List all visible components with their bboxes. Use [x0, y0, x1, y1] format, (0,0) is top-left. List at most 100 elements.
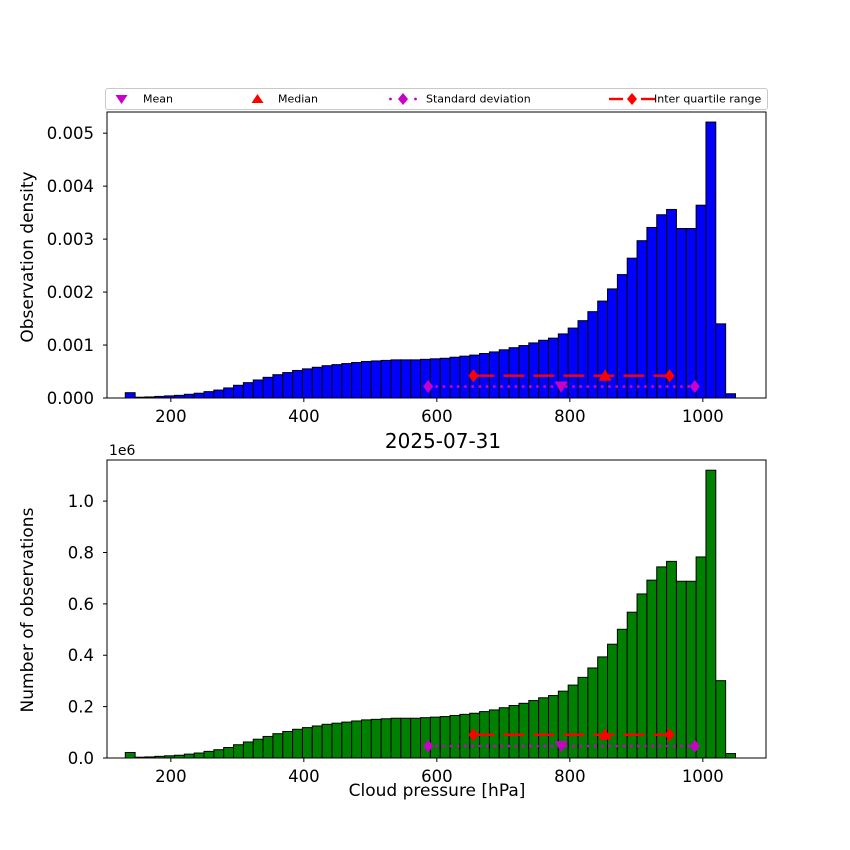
std-dot-left — [389, 97, 392, 101]
legend-label-inter-quartile-range: Inter quartile range — [654, 92, 762, 106]
histogram-bar — [439, 357, 451, 399]
legend-label-standard-deviation: Standard deviation — [426, 92, 531, 106]
histogram-bar — [124, 392, 136, 399]
std-high-diamond-marker — [689, 380, 700, 394]
histogram-bar — [459, 355, 471, 399]
std-diamond-shape — [398, 93, 408, 105]
histogram-bar — [715, 323, 727, 399]
median-marker — [598, 369, 612, 381]
histogram-bar — [301, 368, 313, 399]
histogram-bar — [360, 719, 372, 759]
iqr-high-diamond-marker — [664, 728, 675, 742]
histogram-bar — [685, 580, 697, 759]
y-tick-label: 0.005 — [47, 124, 94, 143]
iqr-diamond-dashed-icon — [609, 93, 655, 105]
x-tick-label: 400 — [288, 767, 320, 786]
legend: Mean Median Standard deviation Inter qua… — [105, 88, 768, 110]
y-tick-label: 0.0 — [68, 749, 94, 768]
histogram-bar — [360, 360, 372, 399]
histogram-bar — [646, 579, 658, 759]
histogram-bar — [725, 393, 736, 399]
histogram-bar — [626, 257, 638, 399]
histogram-bar — [351, 362, 362, 399]
histogram-bar — [124, 751, 136, 759]
histogram-bar — [459, 713, 471, 759]
histogram-bar — [705, 121, 717, 399]
histogram-bar — [725, 753, 736, 759]
chart-title: 2025-07-31 — [384, 429, 502, 453]
histogram-bar — [666, 208, 677, 399]
histogram-bar — [547, 695, 559, 759]
histogram-bar — [213, 389, 225, 399]
mean-triangle-down-icon — [115, 95, 128, 104]
mean-marker — [554, 741, 568, 753]
histogram-bar — [607, 288, 618, 399]
x-tick-label: 600 — [421, 767, 453, 786]
std-low-diamond-marker — [423, 739, 434, 753]
histogram-bar — [311, 725, 323, 759]
x-tick-label: 200 — [155, 767, 187, 786]
legend-label-median: Median — [278, 92, 319, 106]
histogram-bar — [439, 716, 451, 759]
histogram-bar — [400, 717, 412, 759]
histogram-bar — [341, 721, 353, 759]
histogram-bar — [380, 359, 392, 399]
histogram-bar — [370, 360, 382, 399]
histogram-bar — [695, 556, 707, 759]
y-axis-offset-label: 1e6 — [109, 443, 136, 459]
histogram-bar — [370, 718, 382, 759]
x-tick-label: 200 — [155, 407, 187, 426]
histogram-bar — [183, 393, 195, 399]
histogram-bar — [351, 720, 362, 759]
histogram-bar — [380, 718, 392, 759]
x-tick-label: 600 — [421, 407, 453, 426]
y-tick-label: 0.4 — [68, 646, 94, 665]
y-tick-label: 0.002 — [47, 283, 94, 302]
x-tick-label: 800 — [554, 767, 586, 786]
histogram-bar — [292, 728, 303, 759]
x-tick-label: 1000 — [682, 407, 724, 426]
histogram-bar — [508, 347, 520, 399]
histogram-bar — [587, 667, 599, 759]
histogram-bar — [193, 752, 205, 759]
histogram-bar — [321, 723, 333, 759]
histogram-bar — [685, 228, 697, 399]
histogram-bar — [213, 749, 225, 759]
histogram-bar — [233, 384, 244, 399]
histogram-bar — [420, 358, 431, 399]
histogram-bar — [498, 707, 510, 759]
median-marker — [598, 728, 612, 740]
histogram-bar — [242, 741, 254, 759]
histogram-bar — [656, 214, 668, 399]
histogram-bar — [538, 339, 549, 399]
histogram-bar — [636, 593, 648, 759]
histogram-bar — [262, 376, 274, 399]
histogram-bar — [616, 628, 628, 759]
median-triangle-shape — [251, 94, 263, 103]
iqr-diamond-shape — [627, 93, 637, 105]
mean-marker — [554, 381, 568, 394]
histogram-bar — [311, 366, 323, 399]
histogram-bar — [282, 372, 294, 399]
histogram-bar — [636, 240, 648, 399]
histogram-bar — [449, 356, 461, 399]
histogram-bar — [262, 735, 274, 759]
histogram-bar — [252, 379, 264, 399]
histogram-bar — [233, 744, 244, 759]
median-triangle-up-icon — [251, 94, 263, 103]
histogram-bar — [597, 300, 609, 399]
histogram-bar — [203, 750, 215, 759]
iqr-low-diamond-marker — [468, 728, 479, 742]
histogram-bar — [675, 228, 687, 399]
y-tick-label: 0.6 — [68, 595, 94, 614]
histogram-bar — [607, 643, 618, 759]
histogram-bar — [193, 392, 205, 399]
y-tick-label: 0.004 — [47, 177, 94, 196]
top-y-axis-label: Observation density — [18, 171, 38, 343]
histogram-bar — [498, 349, 510, 399]
histogram-bar — [301, 727, 313, 759]
histogram-bar — [242, 382, 254, 399]
iqr-high-diamond-marker — [664, 369, 675, 383]
std-high-diamond-marker — [689, 739, 700, 753]
